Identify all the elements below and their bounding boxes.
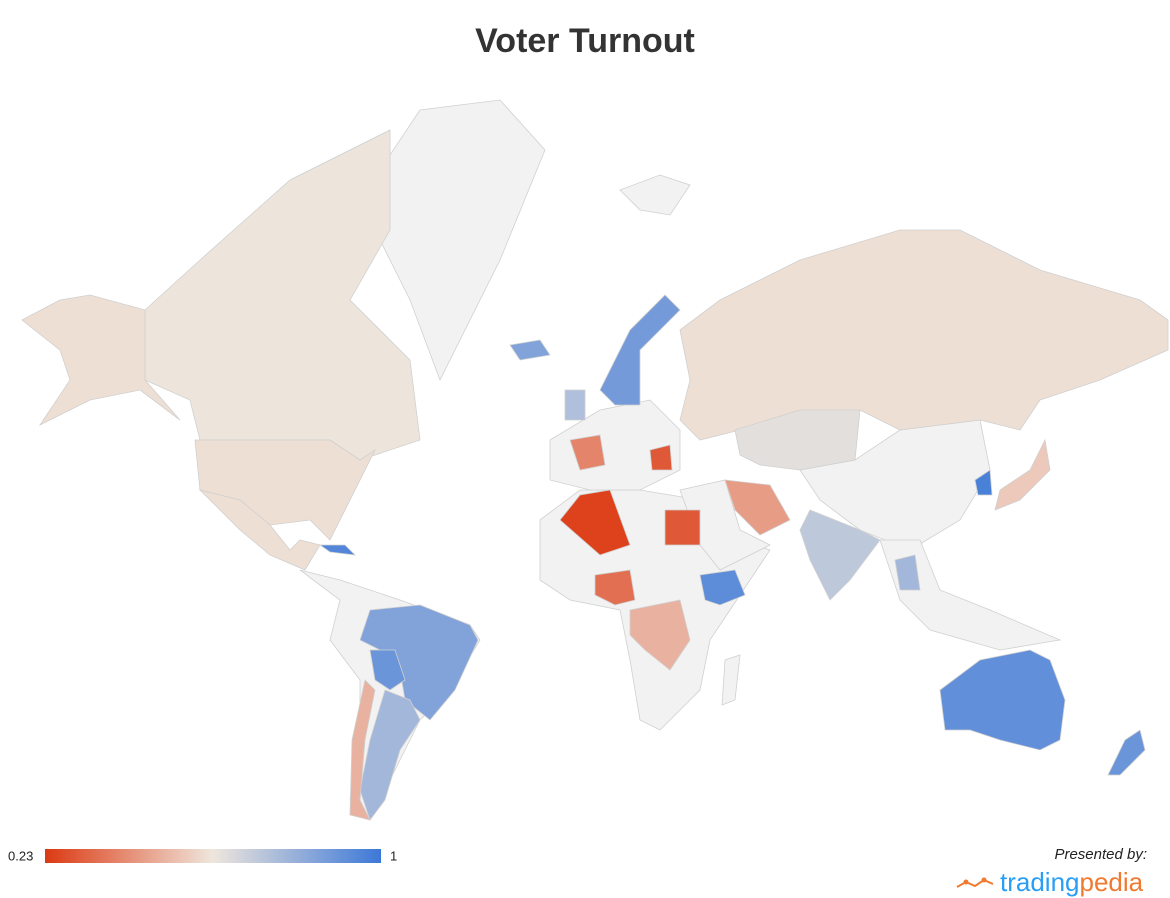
brand-logo: tradingpedia [956, 867, 1144, 897]
country [664, 509, 701, 546]
scale-max-label: 1 [390, 848, 397, 863]
chart-title: Voter Turnout [475, 22, 695, 60]
country [359, 689, 421, 821]
country [318, 544, 357, 556]
country [509, 339, 551, 361]
country [569, 434, 606, 471]
country [1107, 729, 1146, 776]
brand-name: tradingpedia [1000, 867, 1144, 897]
country [649, 444, 673, 471]
country [974, 469, 993, 496]
logo-dot [963, 879, 969, 885]
country [21, 294, 181, 427]
country [194, 439, 377, 541]
country [594, 569, 636, 606]
country [349, 679, 376, 821]
country [629, 599, 691, 671]
no-data-region [619, 174, 691, 216]
country [939, 649, 1066, 751]
logo-line [956, 878, 994, 888]
country [144, 129, 421, 461]
country [699, 569, 746, 606]
brand-part: pedia [1080, 867, 1144, 897]
country [894, 554, 921, 591]
country [994, 438, 1051, 511]
country [359, 604, 479, 721]
brand-part: trading [1000, 867, 1080, 897]
country [369, 649, 406, 691]
color-scale [45, 849, 381, 863]
no-data-region [879, 539, 1062, 651]
logo-dot [981, 877, 987, 883]
presented-by: Presented by: [1054, 846, 1147, 863]
country [559, 489, 631, 556]
no-data-region [799, 419, 991, 551]
countries [21, 129, 1169, 821]
country [564, 389, 586, 421]
country [724, 479, 791, 536]
country [599, 294, 681, 406]
country [734, 409, 861, 471]
no-data-region [721, 654, 741, 706]
country [799, 509, 881, 601]
country [679, 229, 1169, 441]
no-data-region [359, 99, 546, 381]
scale-min-label: 0.23 [8, 848, 33, 863]
